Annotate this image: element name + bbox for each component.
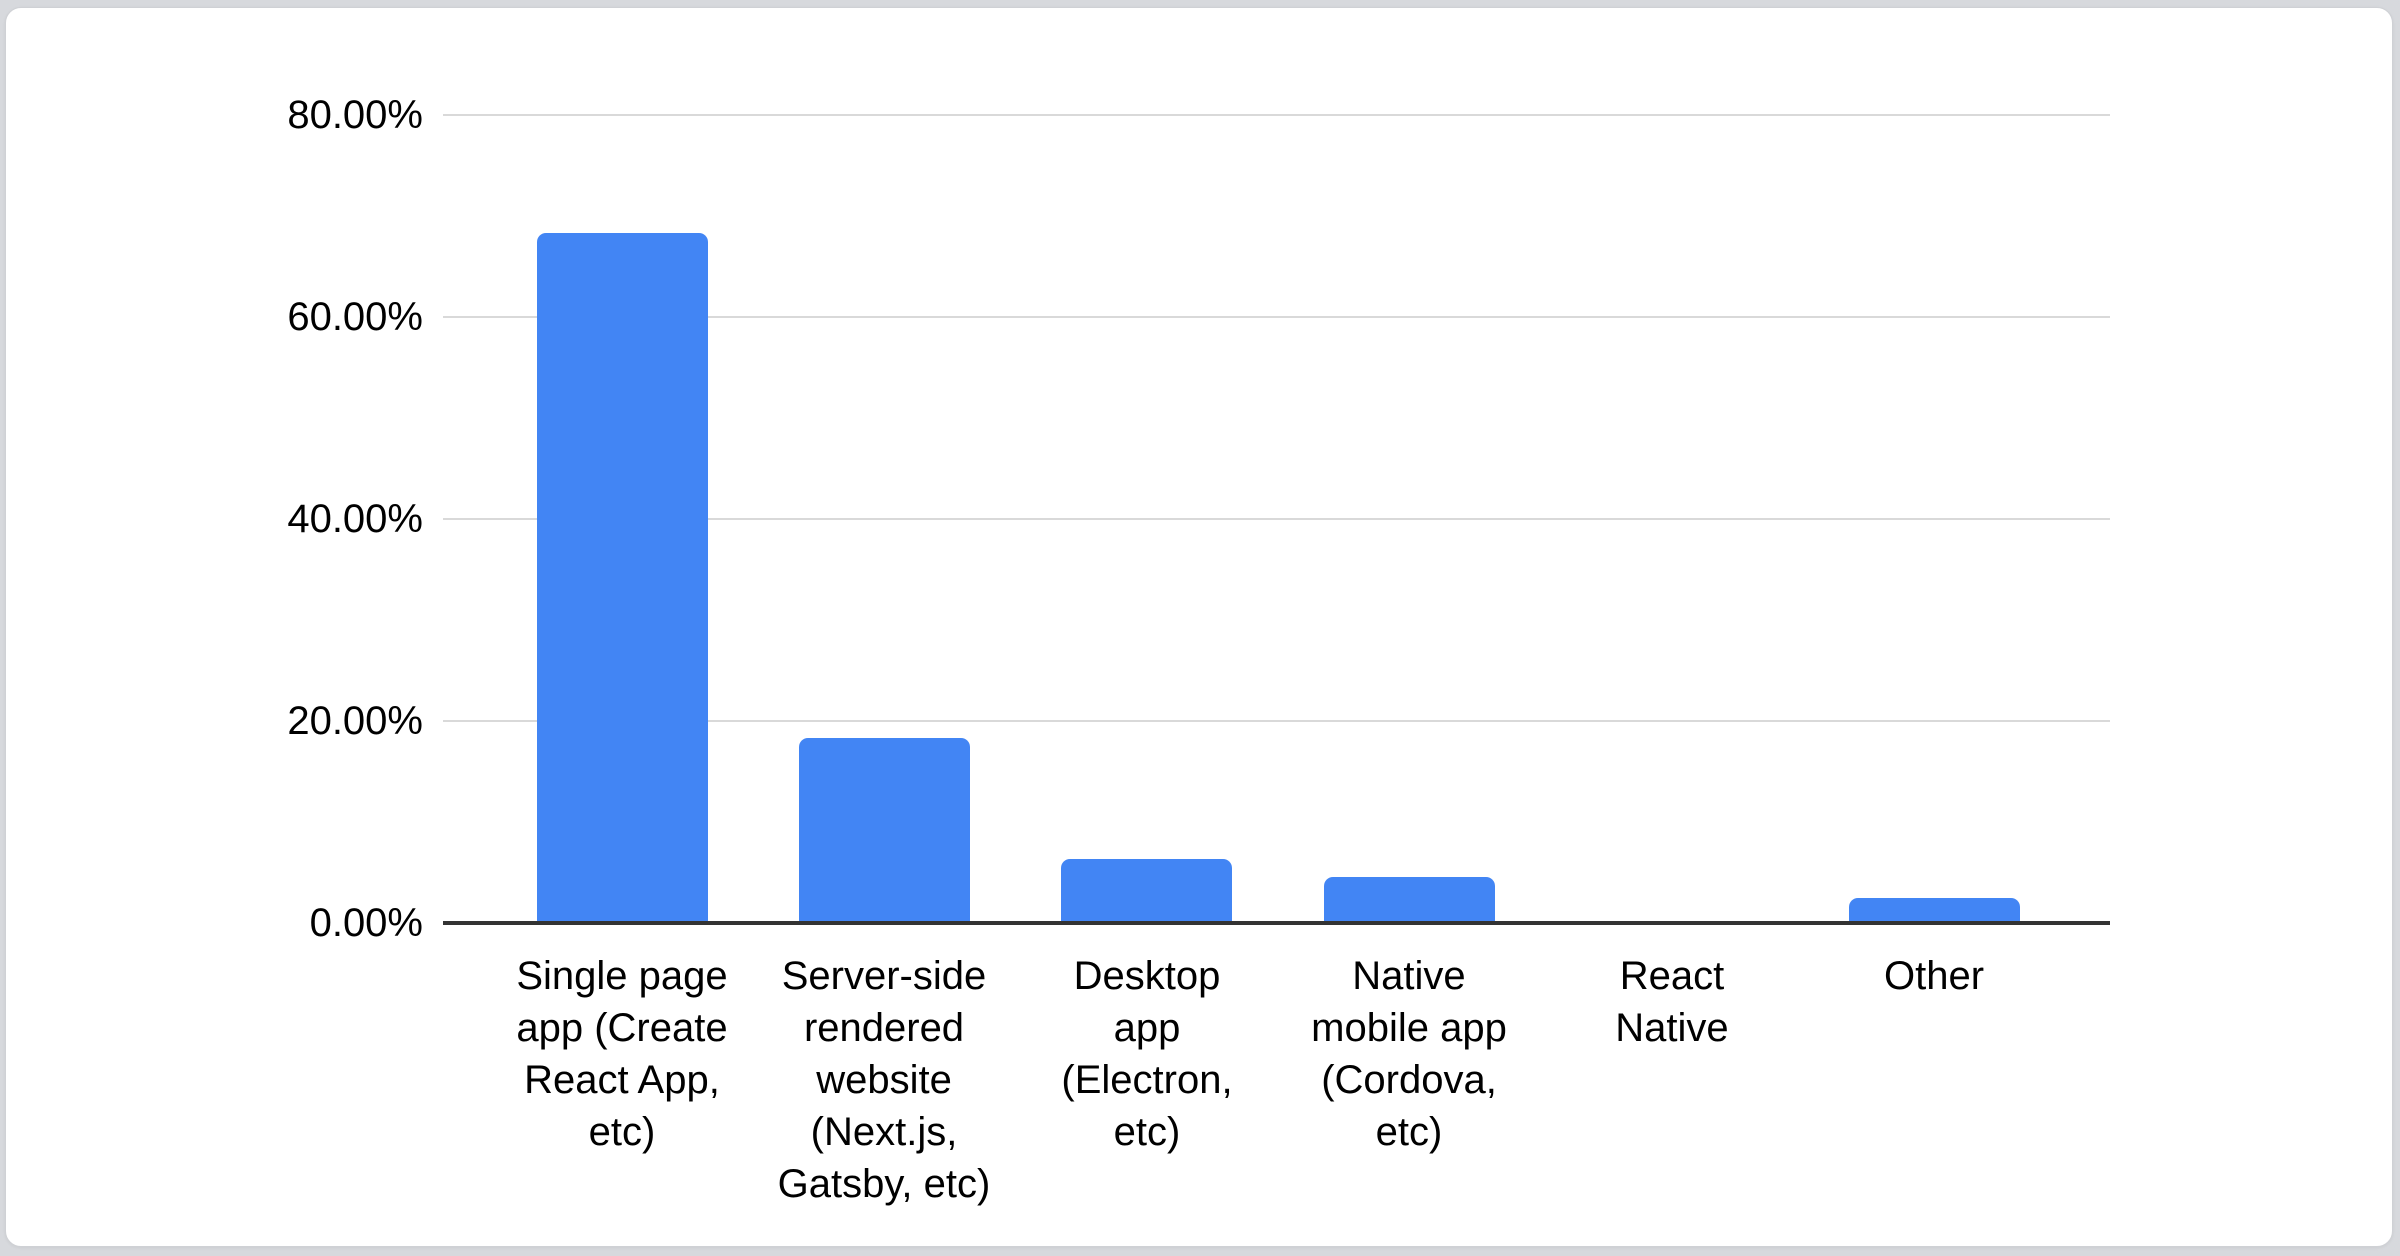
x-axis-label-line: Other [1883,954,1985,998]
x-axis-line [443,921,2110,925]
chart-card [5,7,2393,1247]
x-axis-label-line: etc) [1113,1110,1181,1154]
x-axis-label-line: (Cordova, [1321,1058,1497,1102]
x-axis-label-line: website [816,1058,952,1102]
x-axis-category-label: Single page app (Create React App, etc) [489,950,755,1158]
gridline [443,316,2110,318]
x-axis-label-line: etc) [588,1110,656,1154]
x-axis-category-label: React Native [1539,950,1805,1054]
x-axis-label-line: app (Create [516,1006,728,1050]
x-axis-category-label: Desktop app (Electron, etc) [1014,950,1280,1158]
x-axis-label-line: Native [1615,1006,1729,1050]
x-axis-category-label: Native mobile app (Cordova, etc) [1276,950,1542,1158]
x-axis-label-line: Single page [516,954,728,998]
x-axis-category-label: Server-side rendered website (Next.js, Gatsb… [751,950,1017,1210]
y-axis-tick-label: 40.00% [287,497,423,541]
y-axis-tick-label: 0.00% [309,901,423,945]
y-axis-tick-label: 60.00% [287,295,423,339]
x-axis-label-line: etc) [1375,1110,1443,1154]
bar [537,233,708,923]
x-axis-label-line: Native [1352,954,1466,998]
y-axis-tick-label: 20.00% [287,699,423,743]
x-axis-label-line: (Electron, [1061,1058,1233,1102]
bar [799,738,970,923]
x-axis-label-line: rendered [803,1006,965,1050]
x-axis-label-line: app [1113,1006,1181,1050]
x-axis-label-line: Gatsby, etc) [777,1162,991,1206]
x-axis-label-line: mobile app [1311,1006,1507,1050]
gridline [443,720,2110,722]
y-axis-tick-label: 80.00% [287,93,423,137]
bar [1061,859,1232,923]
x-axis-label-line: (Next.js, [810,1110,958,1154]
bar [1849,898,2020,923]
gridline [443,518,2110,520]
x-axis-category-label: Other [1801,950,2067,1002]
x-axis-label-line: Desktop [1073,954,1221,998]
x-axis-label-line: React [1619,954,1725,998]
x-axis-label-line: Server-side [781,954,987,998]
bar [1324,877,1495,923]
gridline [443,114,2110,116]
x-axis-label-line: React App, [524,1058,720,1102]
